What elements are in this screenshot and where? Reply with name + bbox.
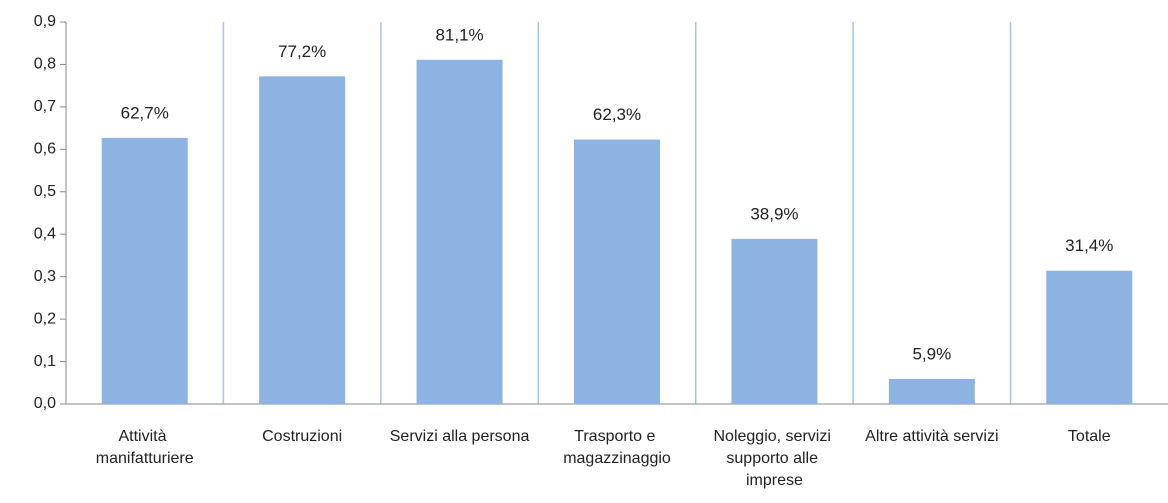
y-tick-label: 0,8: [34, 56, 56, 73]
data-label: 31,4%: [1065, 236, 1113, 255]
data-label: 62,3%: [593, 105, 641, 124]
x-tick-label: Trasporto e magazzinaggio: [563, 428, 671, 467]
data-label: 81,1%: [435, 25, 483, 44]
label-line: manifatturiere: [96, 450, 194, 467]
data-label: 77,2%: [278, 42, 326, 61]
y-tick-label: 0,5: [34, 183, 56, 200]
y-tick-label: 0,9: [34, 13, 56, 30]
bar: [259, 76, 346, 404]
label-line: Totale: [1068, 428, 1111, 445]
label-line: Trasporto e: [574, 428, 660, 445]
bar: [416, 59, 503, 405]
label-line: Costruzioni: [262, 428, 342, 445]
y-tick-label: 0,6: [34, 141, 56, 158]
y-tick-label: 0,4: [34, 225, 56, 242]
data-label: 38,9%: [750, 204, 798, 223]
data-label: 5,9%: [912, 344, 951, 363]
bar: [1046, 270, 1133, 404]
x-tick-label: Totale: [1068, 428, 1111, 445]
data-label: 62,7%: [121, 103, 169, 122]
bar: [731, 238, 818, 404]
label-line: Servizi alla persona: [390, 428, 530, 445]
bar: [888, 378, 975, 404]
label-line: supporto alle: [726, 450, 822, 467]
label-line: Attività: [118, 428, 170, 445]
y-tick-label: 0,1: [34, 353, 56, 370]
x-tick-label: Altre attività servizi: [865, 428, 998, 445]
y-tick-label: 0,7: [34, 98, 56, 115]
label-line: imprese: [746, 472, 803, 489]
x-tick-label: Attività manifatturiere: [96, 428, 194, 467]
y-tick-label: 0,0: [34, 395, 56, 412]
x-tick-label: Servizi alla persona: [390, 428, 530, 445]
x-tick-label: Costruzioni: [262, 428, 342, 445]
label-line: magazzinaggio: [563, 450, 671, 467]
label-line: Noleggio, servizi: [714, 428, 836, 445]
y-tick-label: 0,3: [34, 268, 56, 285]
label-line: Altre attività servizi: [865, 428, 998, 445]
bar: [574, 139, 660, 404]
bar: [101, 137, 188, 404]
y-tick-label: 0,2: [34, 310, 56, 327]
x-tick-label: Noleggio, servizi supporto alle imprese: [714, 428, 836, 489]
